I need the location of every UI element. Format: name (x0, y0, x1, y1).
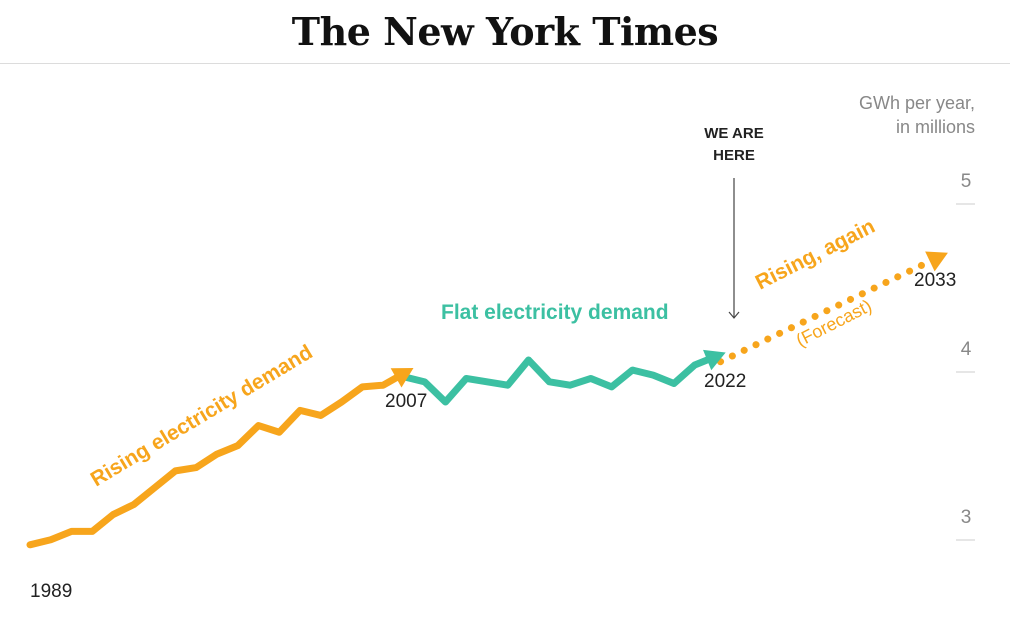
we-are-here-line-2: HERE (713, 147, 755, 164)
arrowhead-flat (703, 349, 726, 371)
y-tick-label-5: 5 (961, 171, 972, 192)
label-rising-demand: Rising electricity demand (87, 341, 317, 492)
y-tick-4: 4 (956, 339, 975, 373)
year-label-2007: 2007 (385, 391, 427, 412)
year-label-2033: 2033 (914, 270, 956, 291)
we-are-here-pointer-head (728, 311, 740, 319)
y-tick-label-4: 4 (961, 339, 972, 360)
masthead-title[interactable]: The New York Times (291, 9, 719, 54)
arrowhead-forecast (925, 251, 948, 272)
series-line-rising (26, 369, 408, 549)
y-tick-3: 3 (956, 507, 975, 541)
year-label-2022: 2022 (704, 371, 746, 392)
label-rising-again: Rising, again (752, 215, 879, 295)
series-line-flat (400, 353, 719, 406)
y-tick-5: 5 (956, 171, 975, 205)
series-line-forecast (717, 254, 942, 366)
arrowhead-rising (390, 368, 414, 388)
masthead: The New York Times (0, 0, 1010, 64)
we-are-here-line-1: WE ARE (704, 125, 763, 142)
y-axis-label-line-2: in millions (896, 117, 975, 137)
year-label-1989: 1989 (30, 581, 72, 602)
label-flat-demand: Flat electricity demand (441, 301, 669, 324)
y-axis-label-line-1: GWh per year, (859, 93, 975, 113)
electricity-demand-chart: GWh per year, in millions 5 4 3 WE ARE H… (26, 93, 975, 602)
y-tick-label-3: 3 (961, 507, 972, 528)
we-are-here-annotation: WE ARE HERE (704, 125, 764, 319)
y-axis: 5 4 3 (956, 171, 975, 541)
